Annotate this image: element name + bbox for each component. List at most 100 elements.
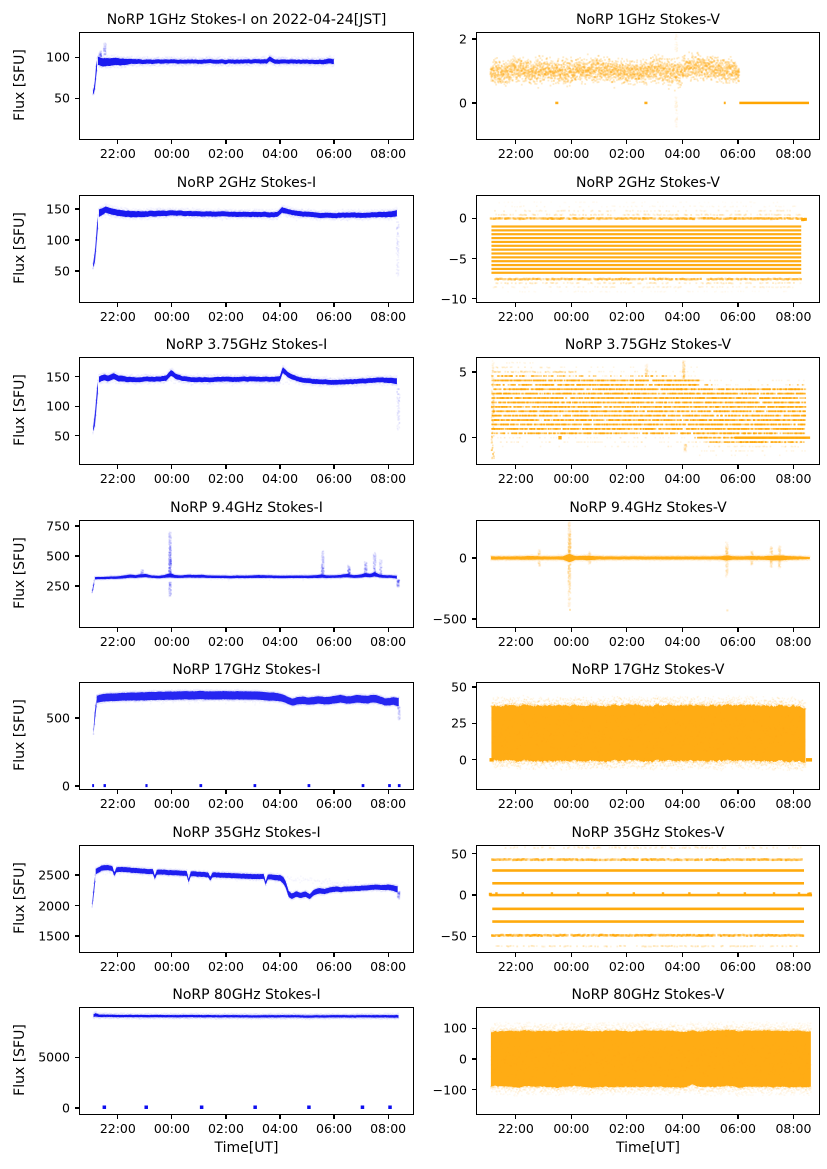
x-tick-label: 08:00	[370, 309, 407, 324]
x-tick-label: 00:00	[553, 796, 590, 811]
x-tick-mark	[626, 140, 628, 144]
plot-area	[79, 357, 414, 465]
y-tick-label: 0	[459, 1051, 467, 1067]
plot-canvas	[477, 521, 819, 627]
x-tick-mark	[171, 953, 173, 957]
y-tick-label: 50	[451, 679, 467, 695]
y-tick-label: 50	[54, 90, 70, 106]
x-tick-label: 04:00	[664, 634, 701, 649]
y-tick-mark	[472, 935, 476, 937]
y-tick-mark	[472, 258, 476, 260]
x-tick-mark	[626, 628, 628, 632]
y-tick-label: 0	[62, 1100, 70, 1116]
x-tick-mark	[626, 303, 628, 307]
plot-title: NoRP 35GHz Stokes-V	[571, 825, 725, 841]
x-tick-label: 02:00	[608, 1121, 645, 1136]
plot-area	[79, 1007, 414, 1115]
y-tick-mark	[75, 1107, 79, 1109]
x-tick-label: 06:00	[719, 471, 756, 486]
x-tick-label: 22:00	[497, 146, 534, 161]
y-tick-label: 50	[54, 263, 70, 279]
x-tick-label: 08:00	[775, 471, 812, 486]
x-tick-mark	[117, 465, 119, 469]
x-tick-mark	[626, 465, 628, 469]
plot-canvas	[80, 33, 413, 139]
x-tick-mark	[333, 953, 335, 957]
plot-title: NoRP 17GHz Stokes-I	[172, 662, 321, 678]
y-tick-mark	[75, 97, 79, 99]
plot-canvas	[477, 1008, 819, 1114]
x-tick-mark	[171, 628, 173, 632]
x-axis-label: Time[UT]	[616, 1140, 680, 1156]
x-tick-label: 04:00	[262, 634, 299, 649]
x-tick-label: 22:00	[497, 796, 534, 811]
y-tick-label: 2500	[38, 867, 70, 883]
plot-title: NoRP 9.4GHz Stokes-V	[569, 500, 727, 516]
x-tick-label: 02:00	[207, 796, 244, 811]
x-tick-mark	[171, 790, 173, 794]
x-tick-label: 04:00	[262, 471, 299, 486]
y-tick-mark	[472, 759, 476, 761]
plot-area	[476, 195, 820, 303]
x-tick-mark	[279, 790, 281, 794]
y-tick-label: 100	[46, 398, 70, 414]
plot-area	[79, 520, 414, 628]
x-tick-mark	[792, 303, 795, 307]
x-tick-label: 04:00	[262, 1121, 299, 1136]
x-tick-label: 00:00	[153, 146, 190, 161]
x-tick-mark	[515, 628, 517, 632]
plot-canvas	[80, 521, 413, 627]
x-tick-label: 00:00	[553, 471, 590, 486]
x-tick-mark	[387, 953, 389, 957]
plot-area	[476, 32, 820, 140]
x-tick-label: 02:00	[608, 309, 645, 324]
y-tick-label: −50	[440, 928, 467, 944]
x-tick-mark	[171, 465, 173, 469]
x-tick-mark	[792, 1115, 795, 1119]
x-tick-mark	[681, 790, 683, 794]
x-tick-label: 22:00	[99, 309, 136, 324]
plot-title: NoRP 3.75GHz Stokes-V	[564, 337, 732, 353]
y-tick-mark	[75, 874, 79, 876]
y-tick-label: 150	[46, 201, 70, 217]
x-tick-label: 04:00	[262, 146, 299, 161]
x-tick-mark	[570, 465, 572, 469]
x-tick-label: 02:00	[207, 634, 244, 649]
x-tick-mark	[792, 790, 795, 794]
x-tick-label: 06:00	[719, 634, 756, 649]
y-tick-mark	[75, 405, 79, 407]
plot-area	[476, 1007, 820, 1115]
y-tick-label: 150	[46, 369, 70, 385]
x-tick-mark	[681, 628, 683, 632]
x-tick-label: 04:00	[664, 309, 701, 324]
x-tick-mark	[515, 303, 517, 307]
x-tick-label: 00:00	[553, 1121, 590, 1136]
x-tick-mark	[681, 140, 683, 144]
x-tick-label: 08:00	[370, 471, 407, 486]
x-tick-label: 22:00	[99, 146, 136, 161]
y-tick-label: 25	[451, 715, 467, 731]
y-tick-label: 5	[459, 364, 467, 380]
y-tick-mark	[472, 853, 476, 855]
x-tick-label: 02:00	[207, 471, 244, 486]
x-tick-label: 04:00	[664, 146, 701, 161]
x-tick-mark	[225, 303, 227, 307]
y-tick-label: 0	[459, 210, 467, 226]
plot-area	[476, 682, 820, 790]
x-tick-mark	[279, 1115, 281, 1119]
plot-area	[476, 845, 820, 953]
x-tick-label: 06:00	[316, 471, 353, 486]
plot-title: NoRP 3.75GHz Stokes-I	[165, 337, 328, 353]
x-tick-label: 08:00	[775, 796, 812, 811]
y-tick-label: 0	[459, 887, 467, 903]
y-tick-mark	[472, 217, 476, 220]
x-tick-mark	[570, 790, 572, 794]
plot-area	[476, 357, 820, 465]
x-tick-mark	[387, 1115, 389, 1119]
x-tick-mark	[681, 953, 683, 957]
y-tick-label: 50	[451, 846, 467, 862]
x-tick-mark	[117, 140, 119, 144]
y-tick-mark	[472, 1058, 476, 1060]
y-tick-mark	[75, 785, 79, 787]
plot-canvas	[80, 1008, 413, 1114]
